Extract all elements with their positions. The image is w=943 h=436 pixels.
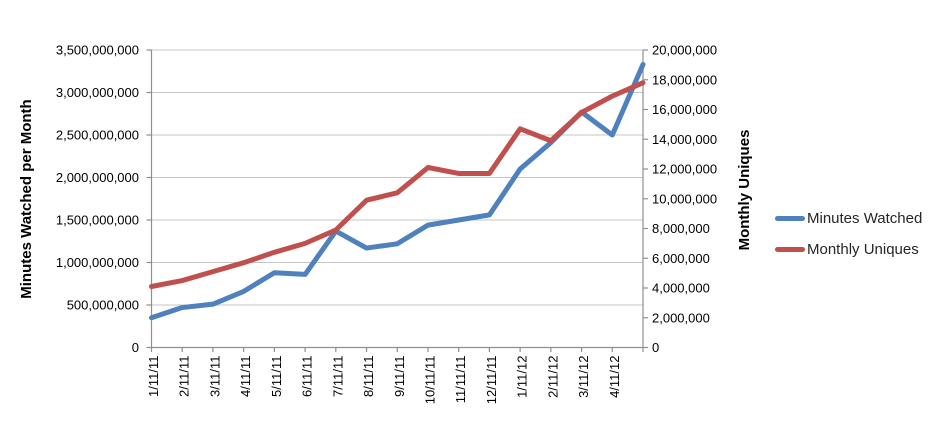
x-axis-tick-label: 3/11/12 <box>576 356 591 398</box>
y-axis-right-tick-label: 14,000,000 <box>652 132 717 147</box>
y-axis-right-tick-label: 2,000,000 <box>652 310 710 325</box>
x-axis-tick-label: 12/11/11 <box>484 356 499 405</box>
x-axis-tick-label: 2/11/11 <box>177 356 192 397</box>
legend-label-monthly-uniques: Monthly Uniques <box>807 241 919 258</box>
legend-item-minutes-watched: Minutes Watched <box>775 208 922 229</box>
y-axis-right-tick-label: 16,000,000 <box>652 102 717 117</box>
x-axis-tick-label: 2/11/12 <box>545 356 560 398</box>
legend: Minutes Watched Monthly Uniques <box>775 208 922 270</box>
x-axis-tick-label: 9/11/11 <box>392 356 407 397</box>
series-line-monthly-uniques <box>149 80 646 290</box>
x-axis-tick-label: 3/11/11 <box>207 356 222 397</box>
y-axis-left-tick-label: 3,500,000,000 <box>56 43 139 58</box>
x-axis-tick-label: 1/11/12 <box>515 356 530 398</box>
y-axis-left-tick-label: 3,000,000,000 <box>56 85 139 100</box>
x-axis-tick-label: 8/11/11 <box>361 356 376 397</box>
y-axis-right-tick-label: 0 <box>652 340 659 355</box>
x-axis-tick-label: 11/11/11 <box>453 356 468 404</box>
legend-item-monthly-uniques: Monthly Uniques <box>775 239 922 260</box>
legend-label-minutes-watched: Minutes Watched <box>807 210 923 227</box>
x-axis-tick-label: 5/11/11 <box>269 356 284 397</box>
legend-swatch-minutes-watched <box>775 216 805 221</box>
y-axis-right-tick-label: 20,000,000 <box>652 43 717 58</box>
right-axis-title: Monthly Uniques <box>736 129 753 251</box>
x-axis-tick-label: 10/11/11 <box>422 356 437 405</box>
y-axis-right-tick-label: 6,000,000 <box>652 251 710 266</box>
x-axis-tick-label: 1/11/11 <box>146 356 161 397</box>
y-axis-left-tick-label: 0 <box>132 340 139 355</box>
x-axis-tick-label: 7/11/11 <box>330 356 345 397</box>
left-axis-title: Minutes Watched per Month <box>18 99 35 299</box>
y-axis-left-tick-label: 1,500,000,000 <box>56 213 139 228</box>
y-axis-right-tick-label: 12,000,000 <box>652 162 717 177</box>
y-axis-right-tick-label: 4,000,000 <box>652 281 710 296</box>
y-axis-left-tick-label: 1,000,000,000 <box>56 255 139 270</box>
y-axis-right-tick-label: 10,000,000 <box>652 191 717 206</box>
x-axis-tick-label: 6/11/11 <box>300 356 315 397</box>
y-axis-left-tick-label: 2,500,000,000 <box>56 128 139 143</box>
y-axis-left-tick-label: 2,000,000,000 <box>56 170 139 185</box>
y-axis-right-tick-label: 18,000,000 <box>652 72 717 87</box>
x-axis-tick-label: 4/11/11 <box>238 356 253 397</box>
legend-swatch-monthly-uniques <box>775 247 805 252</box>
x-axis-tick-label: 4/11/12 <box>607 356 622 398</box>
y-axis-left-tick-label: 500,000,000 <box>67 298 139 313</box>
y-axis-right-tick-label: 8,000,000 <box>652 221 710 236</box>
